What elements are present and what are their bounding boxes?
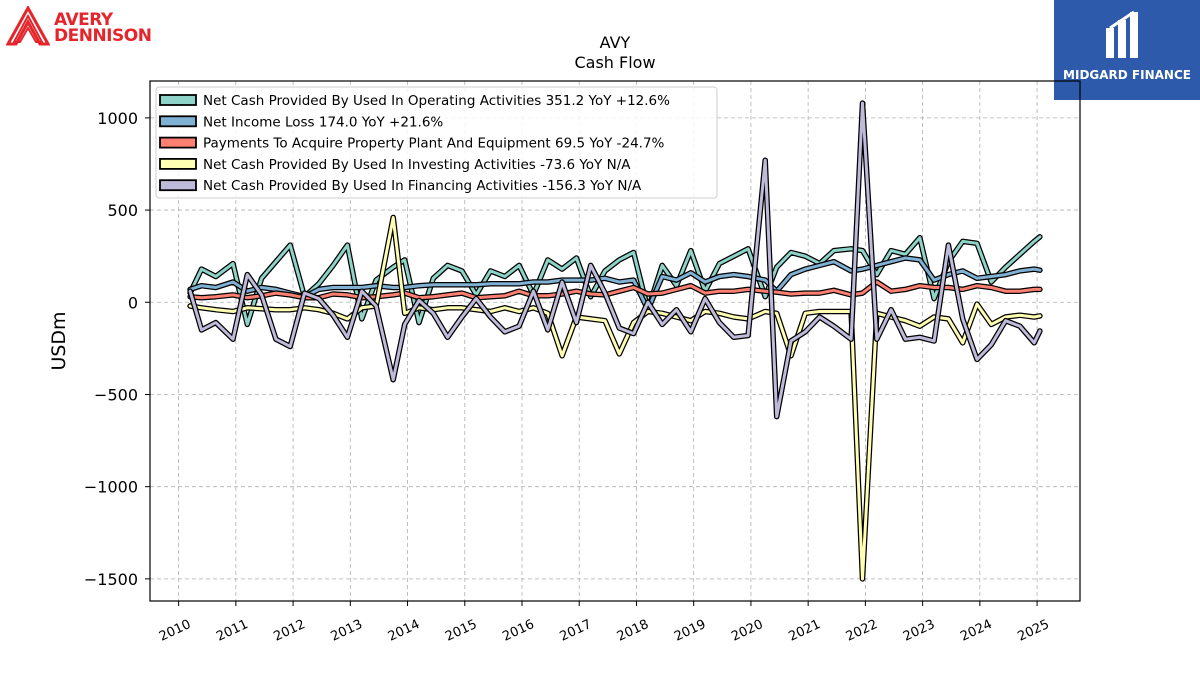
legend-swatch-4 [159,179,197,192]
avery-dennison-mark-icon [6,6,50,46]
legend: Net Cash Provided By Used In Operating A… [155,86,718,199]
x-tick-label: 2018 [615,617,651,645]
legend-swatch-2 [159,136,197,149]
midgard-finance-logo: MIDGARD FINANCE [1054,0,1200,100]
x-tick-label: 2024 [958,617,994,645]
legend-swatch-1 [159,115,197,128]
logo-text-line1: AVERY [54,10,113,30]
y-tick-label: −1000 [84,478,138,497]
legend-label-1: Net Income Loss 174.0 YoY +21.6% [203,114,443,130]
x-tick-label: 2011 [214,617,250,645]
x-tick-label: 2017 [558,617,594,645]
plot-frame [149,80,1081,602]
y-axis-label: USDm [48,311,70,370]
legend-swatch-3 [159,157,197,170]
chart-title: AVY [600,33,631,52]
legend-label-0: Net Cash Provided By Used In Operating A… [203,93,670,109]
series-line-4 [188,101,1042,419]
x-tick-label: 2021 [787,617,823,645]
x-axis: 2010 2011 2012 2013 2014 2015 2016 2017 2018 2019… [157,601,1052,645]
chart-subtitle: Cash Flow [574,53,655,72]
midgard-finance-mark-icon [1106,10,1138,58]
legend-label-4: Net Cash Provided By Used In Financing A… [203,178,642,194]
series-line-1 [188,256,1042,312]
x-tick-label: 2019 [672,617,708,645]
x-tick-label: 2023 [901,617,937,645]
series-line-0 [188,235,1042,326]
logo-text-line2: DENNISON [54,26,152,46]
y-tick-label: 0 [128,293,138,312]
y-tick-label: −1500 [84,570,138,589]
y-tick-label: 500 [107,201,138,220]
x-tick-label: 2025 [1015,617,1051,645]
legend-label-2: Payments To Acquire Property Plant And E… [203,136,665,152]
x-tick-label: 2010 [157,617,193,645]
series-lines [187,100,1043,582]
series-line-2 [188,280,1042,300]
y-tick-label: 1000 [97,109,138,128]
x-tick-label: 2014 [386,617,422,645]
x-tick-label: 2015 [443,617,479,645]
y-tick-label: −500 [94,385,138,404]
y-axis: 1000 500 0 −500 −1000 −1500 [84,109,150,589]
legend-box [155,86,718,199]
x-tick-label: 2016 [500,617,536,645]
x-tick-label: 2020 [729,617,765,645]
x-tick-label: 2022 [844,617,880,645]
series-outline-3 [187,214,1043,582]
midgard-finance-name: MIDGARD FINANCE [1063,68,1191,82]
series-line-3 [188,216,1042,581]
legend-swatch-0 [159,94,197,106]
x-tick-label: 2013 [329,617,365,645]
legend-label-3: Net Cash Provided By Used In Investing A… [203,157,631,173]
x-tick-label: 2012 [271,617,307,645]
avery-dennison-logo: AVERY DENNISON [4,4,174,48]
